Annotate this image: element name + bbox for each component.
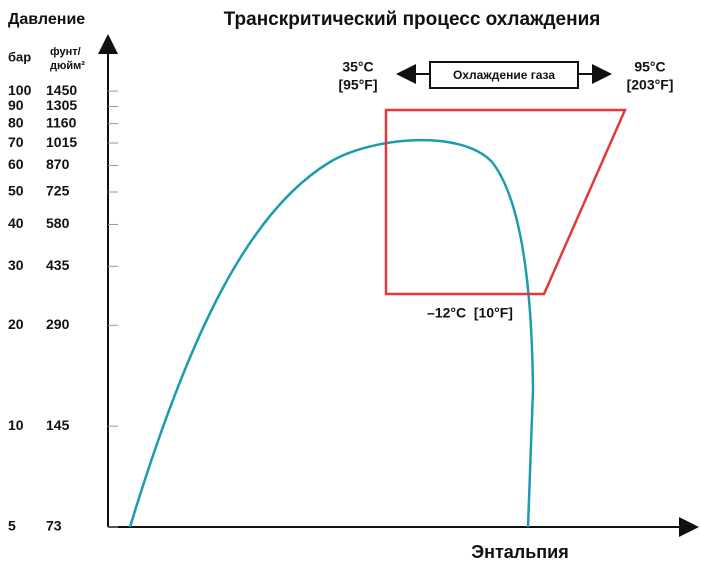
tick-bar: 100 (8, 82, 32, 98)
tick-psi: 290 (46, 316, 70, 332)
tick-bar: 90 (8, 97, 24, 113)
tick-bar: 50 (8, 183, 24, 199)
tick-bar: 20 (8, 316, 24, 332)
tick-bar: 80 (8, 114, 24, 130)
annotation: [95°F] (338, 77, 377, 93)
unit-bar: бар (8, 49, 31, 64)
tick-psi: 725 (46, 183, 70, 199)
tick-psi: 1160 (46, 114, 77, 130)
label-box (429, 61, 579, 89)
tick-psi: 435 (46, 257, 70, 273)
annotation: Охлаждение газа (453, 68, 555, 82)
unit-psi: дюйм² (50, 60, 85, 72)
tick-bar: 70 (8, 134, 24, 150)
tick-bar: 60 (8, 156, 24, 172)
tick-psi: 1450 (46, 82, 77, 98)
tick-psi: 1015 (46, 134, 77, 150)
annotation: –12°C [10°F] (427, 305, 513, 321)
tick-psi: 1305 (46, 97, 77, 113)
tick-psi: 870 (46, 156, 70, 172)
y-axis-label: Давление (8, 11, 85, 28)
tick-bar: 30 (8, 257, 24, 273)
annotation: [203°F] (627, 77, 674, 93)
x-axis-label: Энтальпия (471, 542, 568, 561)
tick-bar: 40 (8, 215, 24, 231)
tick-psi: 580 (46, 215, 70, 231)
tick-bar: 10 (8, 417, 24, 433)
annotation: 95°C (634, 59, 665, 75)
cycle (384, 108, 627, 296)
title: Транскритический процесс охлаждения (224, 9, 601, 30)
tick-psi: 73 (46, 518, 62, 534)
saturation-dome (128, 138, 535, 528)
tick-psi: 145 (46, 417, 70, 433)
annotation: 35°C (342, 59, 373, 75)
unit-psi: фунт/ (50, 46, 81, 58)
tick-bar: 5 (8, 518, 16, 534)
